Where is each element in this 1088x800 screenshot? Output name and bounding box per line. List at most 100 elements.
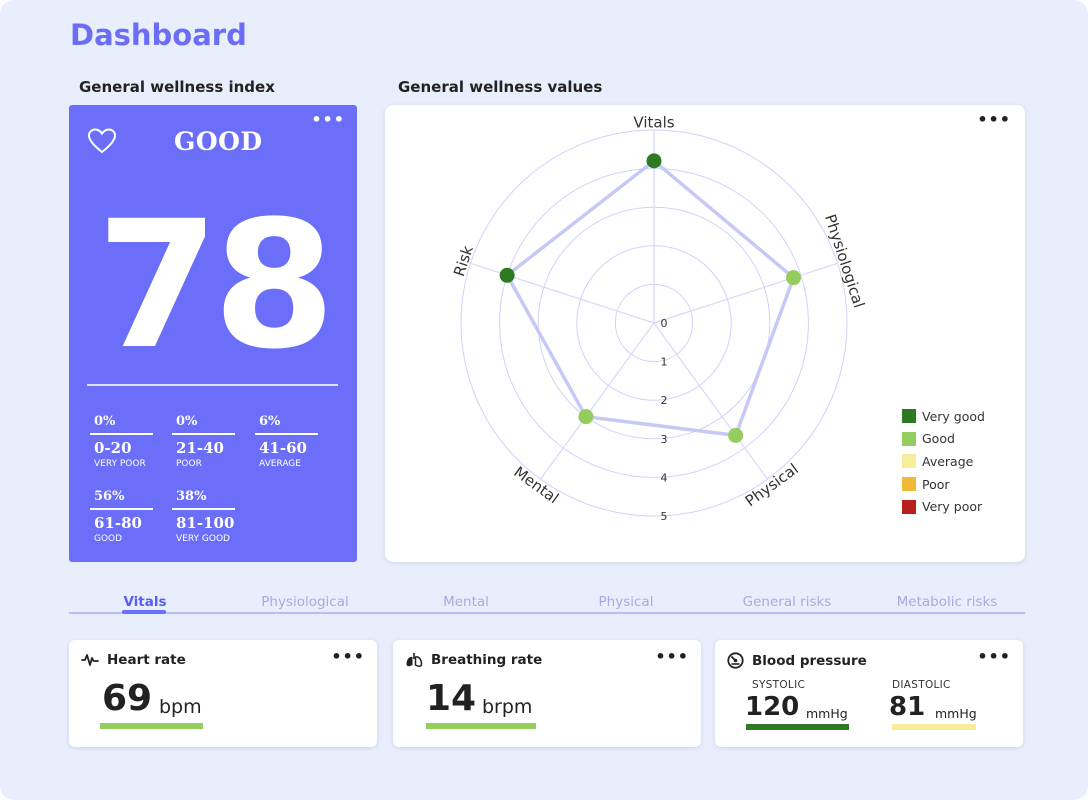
radar-axis-label: Vitals	[633, 114, 674, 132]
range-good: 56% 61-80 GOOD	[90, 489, 156, 544]
heart-rate-value: 69	[102, 678, 153, 719]
range-value: 41-60	[259, 439, 307, 457]
radar-spoke	[653, 262, 838, 324]
legend-item: Average	[902, 450, 985, 473]
breathing-rate-status-bar	[426, 723, 536, 729]
tab-general-risks[interactable]: General risks	[742, 594, 832, 610]
heart-outline-icon	[87, 128, 117, 154]
radar-point-risk[interactable]	[499, 267, 515, 283]
range-label: VERY POOR	[94, 459, 146, 469]
blood-pressure-title: Blood pressure	[752, 652, 867, 669]
active-tab-indicator	[122, 610, 166, 614]
legend-label: Average	[922, 453, 974, 469]
wellness-status: GOOD	[174, 127, 263, 156]
radar-axis-label: Risk	[450, 243, 477, 278]
radar-tick-label: 0	[661, 317, 668, 330]
blood-pressure-menu-button[interactable]: •••	[977, 647, 1011, 666]
legend-swatch	[902, 431, 916, 446]
breathing-rate-value: 14	[426, 678, 477, 719]
values-menu-button[interactable]: •••	[977, 110, 1011, 129]
radar-point-mental[interactable]	[578, 409, 594, 425]
wellness-score: 78	[96, 183, 336, 388]
radar-spoke	[540, 322, 655, 480]
lungs-icon	[406, 653, 423, 667]
heart-rate-unit: bpm	[159, 696, 202, 718]
range-value: 61-80	[94, 514, 142, 532]
range-value: 21-40	[176, 439, 224, 457]
range-very-poor: 0% 0-20 VERY POOR	[90, 414, 156, 469]
range-value: 0-20	[94, 439, 132, 457]
legend-swatch	[902, 477, 916, 492]
heart-pulse-icon	[81, 654, 99, 666]
radar-spoke	[653, 322, 768, 480]
radar-chart: 012345VitalsPhysiologicalPhysicalMentalR…	[450, 114, 868, 523]
page-title: Dashboard	[70, 18, 247, 52]
diastolic-status-bar	[892, 724, 976, 730]
radar-tick-label: 2	[661, 394, 668, 407]
breathing-rate-card[interactable]: Breathing rate ••• 14 brpm	[393, 640, 701, 747]
blood-pressure-card[interactable]: Blood pressure ••• SYSTOLIC 120 mmHg DIA…	[715, 640, 1023, 747]
legend-label: Very good	[922, 408, 985, 424]
radar-spoke	[470, 262, 655, 324]
breathing-rate-unit: brpm	[482, 696, 533, 718]
heart-rate-card[interactable]: Heart rate ••• 69 bpm	[69, 640, 377, 747]
legend-swatch	[902, 499, 916, 514]
systolic-value: 120	[745, 692, 800, 722]
range-label: AVERAGE	[259, 459, 301, 469]
range-percent: 0%	[94, 414, 116, 429]
tab-physiological[interactable]: Physiological	[261, 594, 349, 610]
radar-tick-label: 4	[661, 471, 668, 484]
range-value: 81-100	[176, 514, 235, 532]
heart-rate-status-bar	[100, 723, 203, 729]
legend-label: Good	[922, 431, 955, 447]
radar-point-physiological[interactable]	[786, 270, 802, 286]
tab-mental[interactable]: Mental	[443, 594, 489, 610]
range-line	[255, 433, 318, 435]
legend-label: Poor	[922, 476, 950, 492]
range-percent: 0%	[176, 414, 198, 429]
gauge-icon	[727, 652, 744, 669]
blood-pressure-header: Blood pressure	[727, 652, 867, 669]
range-percent: 38%	[176, 489, 207, 504]
range-label: POOR	[176, 459, 202, 469]
category-tabs: Vitals Physiological Mental Physical General…	[69, 590, 1025, 614]
radar-axis-label: Mental	[510, 463, 562, 507]
range-very-good: 38% 81-100 VERY GOOD	[172, 489, 238, 544]
diastolic-value: 81	[889, 692, 926, 722]
legend-item: Good	[902, 428, 985, 451]
breathing-rate-title: Breathing rate	[431, 652, 543, 668]
tab-vitals[interactable]: Vitals	[123, 594, 167, 610]
wellness-index-card: GOOD ••• 78 0% 0-20 VERY POOR 0% 21-40 P…	[69, 105, 357, 562]
legend-swatch	[902, 409, 916, 424]
radar-tick-label: 3	[661, 433, 668, 446]
radar-point-physical[interactable]	[728, 427, 744, 443]
legend-item: Poor	[902, 473, 985, 496]
systolic-unit: mmHg	[806, 706, 848, 721]
heart-rate-menu-button[interactable]: •••	[331, 647, 365, 666]
legend-swatch	[902, 454, 916, 469]
systolic-label: SYSTOLIC	[752, 679, 806, 691]
index-menu-button[interactable]: •••	[311, 110, 345, 129]
radar-tick-label: 5	[661, 510, 668, 523]
range-line	[90, 433, 153, 435]
range-poor: 0% 21-40 POOR	[172, 414, 238, 469]
radar-point-vitals[interactable]	[646, 153, 662, 169]
range-label: GOOD	[94, 534, 123, 544]
tab-physical[interactable]: Physical	[598, 594, 654, 610]
heart-rate-header: Heart rate	[81, 652, 186, 668]
legend-label: Very poor	[922, 499, 983, 515]
tab-metabolic-risks[interactable]: Metabolic risks	[896, 594, 998, 610]
wellness-values-card: ••• 0 1 2 3 4 5 Vitals Physiological Physical Men…	[385, 105, 1025, 562]
radar-data-outline	[505, 159, 796, 438]
range-percent: 6%	[259, 414, 281, 429]
range-average: 6% 41-60 AVERAGE	[255, 414, 321, 469]
breathing-rate-header: Breathing rate	[405, 652, 542, 668]
diastolic-unit: mmHg	[935, 706, 977, 721]
range-percent: 56%	[94, 489, 125, 504]
wellness-index-heading: General wellness index	[79, 78, 275, 96]
breathing-rate-menu-button[interactable]: •••	[655, 647, 689, 666]
diastolic-label: DIASTOLIC	[892, 679, 951, 691]
range-line	[172, 508, 235, 510]
radar-tick-label: 1	[661, 356, 668, 369]
